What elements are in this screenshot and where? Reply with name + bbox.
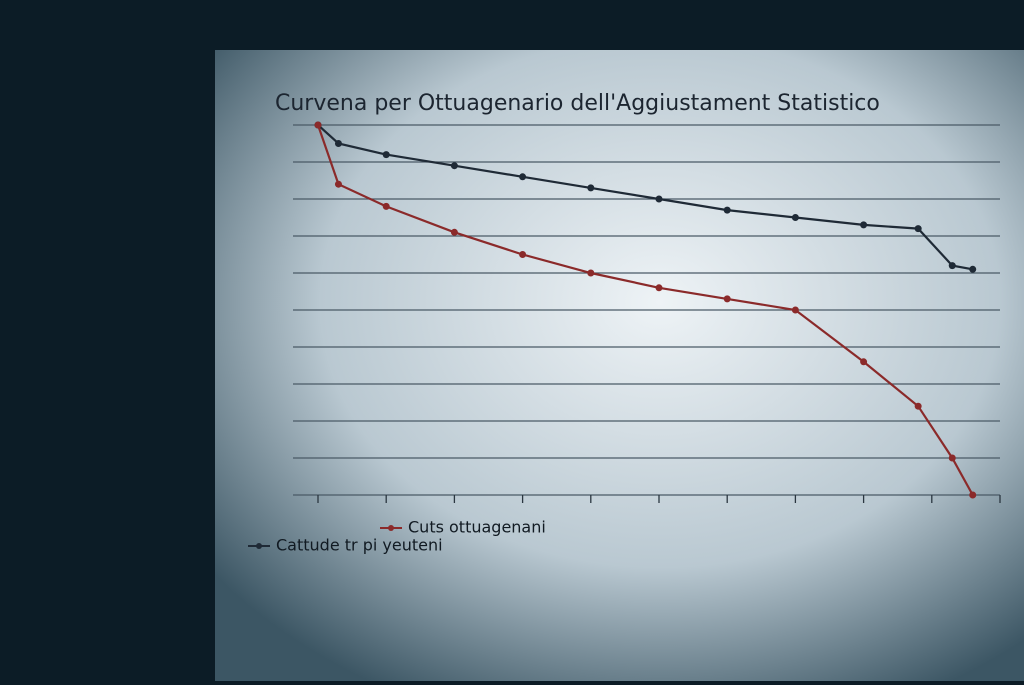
point — [860, 221, 868, 229]
point — [382, 151, 390, 159]
point — [948, 262, 956, 270]
point — [791, 306, 799, 314]
point — [969, 491, 977, 499]
point — [450, 228, 458, 236]
point — [723, 206, 731, 214]
chart-title: Curvena per Ottuagenario dell'Aggiustame… — [275, 91, 880, 116]
point — [655, 284, 663, 292]
legend-label: Cuts ottuagenani — [408, 518, 546, 537]
legend-marker — [256, 543, 262, 549]
point — [914, 402, 922, 410]
point — [519, 251, 527, 258]
point — [914, 225, 922, 233]
legend-label: Cattude tr pi yeuteni — [276, 536, 443, 555]
point — [860, 358, 868, 366]
point — [519, 173, 527, 181]
point — [948, 454, 956, 462]
point — [791, 214, 799, 221]
point — [587, 269, 595, 277]
point — [382, 202, 390, 210]
point — [334, 180, 342, 188]
screen-panel — [215, 50, 1024, 681]
point — [314, 121, 322, 129]
legend-marker — [388, 525, 394, 531]
point — [655, 195, 663, 203]
point — [450, 162, 458, 170]
point — [334, 140, 342, 147]
point — [587, 184, 595, 192]
point — [723, 295, 731, 303]
point — [969, 265, 977, 273]
